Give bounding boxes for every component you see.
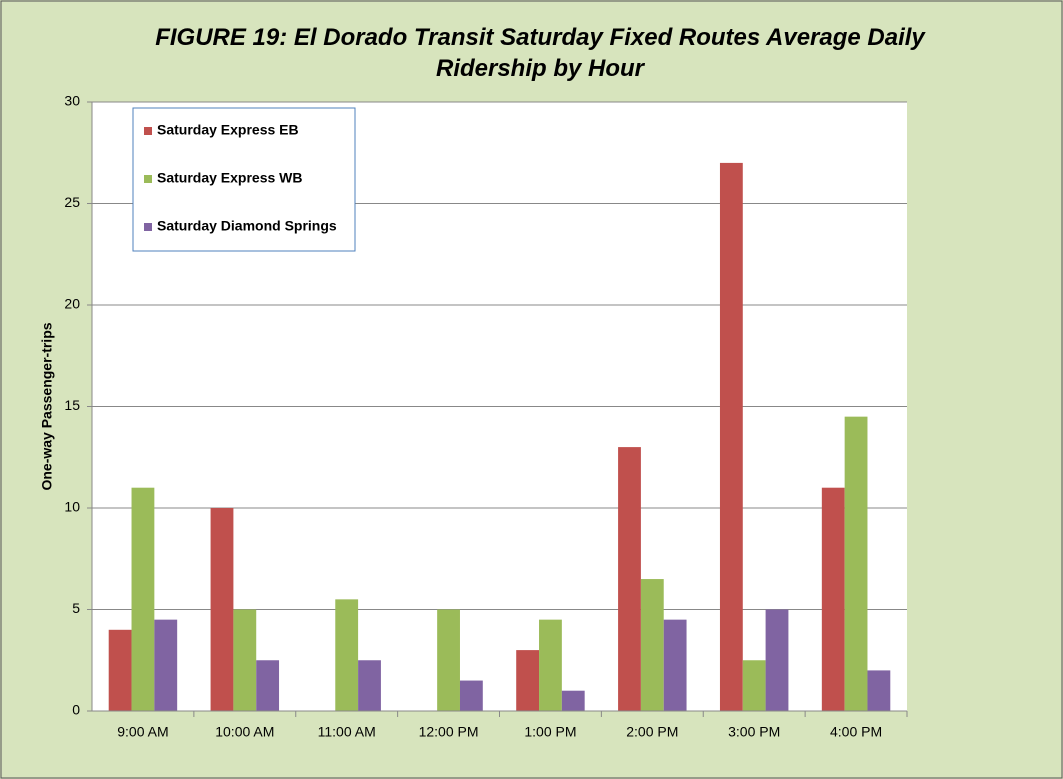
legend-label: Saturday Express EB: [157, 122, 299, 138]
x-tick-label: 12:00 PM: [419, 724, 479, 740]
bar: [719, 162, 743, 711]
legend-swatch: [144, 223, 152, 231]
bar: [844, 416, 868, 711]
y-tick-label: 0: [72, 702, 80, 718]
y-tick-label: 25: [64, 194, 80, 210]
x-tick-label: 9:00 AM: [117, 724, 168, 740]
bar: [640, 579, 664, 711]
legend-label: Saturday Diamond Springs: [157, 218, 337, 234]
x-tick-label: 1:00 PM: [524, 724, 576, 740]
y-axis-label: One-way Passenger-trips: [39, 322, 55, 490]
y-tick-label: 10: [64, 499, 80, 515]
x-tick-label: 2:00 PM: [626, 724, 678, 740]
bar: [108, 629, 132, 711]
legend-box: [132, 107, 356, 252]
bar: [867, 670, 891, 711]
legend-swatch: [144, 127, 152, 135]
bar: [154, 619, 178, 711]
bar: [742, 660, 766, 711]
bar: [358, 660, 381, 711]
y-tick-label: 30: [64, 93, 80, 109]
y-tick-label: 5: [72, 600, 80, 616]
bar: [210, 508, 234, 711]
legend-label: Saturday Express WB: [157, 170, 303, 186]
x-tick-label: 3:00 PM: [728, 724, 780, 740]
bar: [539, 619, 562, 711]
bar: [561, 690, 585, 711]
bar: [765, 609, 789, 711]
bar: [516, 650, 540, 711]
chart-title: FIGURE 19: El Dorado Transit Saturday Fi…: [155, 24, 925, 82]
bar: [437, 609, 460, 711]
x-tick-label: 4:00 PM: [830, 724, 882, 740]
x-tick-label: 10:00 AM: [215, 724, 274, 740]
legend-swatch: [144, 175, 152, 183]
bar: [459, 680, 483, 711]
y-tick-label: 15: [64, 397, 80, 413]
bar: [233, 609, 257, 711]
bar: [618, 447, 641, 711]
bar: [335, 599, 359, 711]
x-tick-label: 11:00 AM: [318, 724, 376, 740]
bar: [663, 619, 687, 711]
bar: [821, 487, 845, 711]
y-tick-label: 20: [64, 296, 80, 312]
bar: [131, 487, 155, 711]
bar: [256, 660, 280, 711]
